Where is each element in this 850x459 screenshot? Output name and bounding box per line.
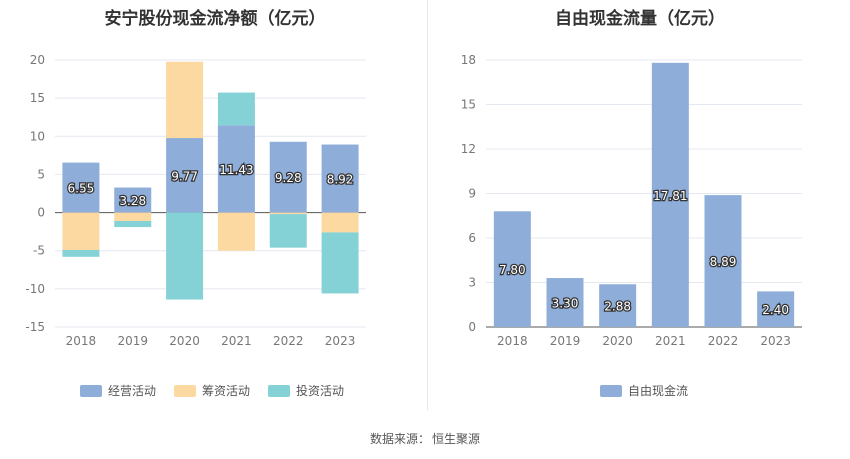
data-label: 7.80 bbox=[499, 263, 526, 277]
bar-free-cashflow bbox=[704, 195, 742, 327]
legend-item-investing[interactable]: 投资活动 bbox=[268, 382, 344, 399]
source-name: 恒生聚源 bbox=[432, 432, 481, 446]
left-legend: 经营活动 筹资活动 投资活动 bbox=[80, 382, 344, 399]
y-tick-label: -10 bbox=[25, 282, 45, 296]
data-label: 8.92 bbox=[327, 173, 354, 187]
legend-label-operating: 经营活动 bbox=[108, 384, 157, 398]
data-label: 3.30 bbox=[552, 297, 579, 311]
x-tick-label: 2019 bbox=[117, 334, 148, 348]
x-tick-label: 2021 bbox=[221, 334, 252, 348]
data-label: 8.89 bbox=[710, 255, 737, 269]
legend-item-operating[interactable]: 经营活动 bbox=[80, 382, 156, 399]
bar-financing bbox=[321, 212, 359, 233]
bar-financing bbox=[166, 61, 204, 139]
data-label: 17.81 bbox=[653, 189, 687, 203]
bar-investing bbox=[62, 249, 100, 257]
bar-financing bbox=[62, 212, 100, 250]
bar-free-cashflow bbox=[757, 291, 795, 327]
right-legend: 自由现金流 bbox=[600, 382, 688, 399]
x-tick-label: 2022 bbox=[708, 334, 739, 348]
bar-free-cashflow bbox=[599, 284, 637, 327]
free-cashflow-chart: 18 15 12 9 6 3 0 7.80 2018 3.30 2019 2.88 2020 17.81 2… bbox=[461, 53, 802, 348]
data-label: 2.88 bbox=[604, 300, 631, 314]
x-tick-label: 2022 bbox=[273, 334, 304, 348]
x-tick-label: 2021 bbox=[655, 334, 686, 348]
bar-operating bbox=[166, 138, 204, 213]
bar-financing bbox=[269, 212, 307, 215]
bar-investing bbox=[217, 92, 255, 126]
x-tick-label: 2023 bbox=[325, 334, 356, 348]
bar-operating bbox=[62, 162, 100, 213]
legend-item-free-cashflow[interactable]: 自由现金流 bbox=[600, 382, 688, 399]
y-tick-label: 9 bbox=[468, 187, 476, 201]
bar-investing bbox=[166, 212, 204, 300]
data-label: 6.55 bbox=[68, 182, 95, 196]
data-label: 9.77 bbox=[171, 169, 198, 183]
legend-swatch-free-cashflow bbox=[600, 384, 622, 397]
y-tick-label: 12 bbox=[461, 142, 476, 156]
legend-swatch-investing bbox=[268, 384, 291, 397]
legend-swatch-financing bbox=[174, 384, 197, 397]
legend-label-investing: 投资活动 bbox=[296, 384, 345, 398]
y-tick-label: -15 bbox=[25, 320, 45, 334]
bar-operating bbox=[321, 144, 359, 213]
y-tick-label: 5 bbox=[37, 167, 45, 181]
data-label: 3.28 bbox=[119, 194, 146, 208]
y-tick-label: 20 bbox=[30, 53, 45, 67]
cashflow-net-chart: 20 15 10 5 0 -5 -10 -15 6.55 2018 3.28 2019 9.77 2020… bbox=[25, 53, 366, 348]
legend-label-financing: 筹资活动 bbox=[202, 384, 251, 398]
y-tick-label: 18 bbox=[461, 53, 476, 67]
panel-divider bbox=[427, 0, 428, 410]
bar-free-cashflow bbox=[651, 62, 689, 328]
legend-label-free-cashflow: 自由现金流 bbox=[628, 384, 689, 398]
bar-free-cashflow bbox=[493, 211, 531, 327]
x-tick-label: 2019 bbox=[550, 334, 581, 348]
y-tick-label: 15 bbox=[461, 98, 476, 112]
y-tick-label: 15 bbox=[30, 91, 45, 105]
bar-investing bbox=[321, 232, 359, 294]
data-label: 11.43 bbox=[219, 163, 253, 177]
bar-financing bbox=[114, 212, 152, 221]
right-chart-title: 自由现金流量（亿元） bbox=[555, 9, 725, 29]
bar-free-cashflow bbox=[546, 278, 584, 327]
data-label: 9.28 bbox=[275, 171, 302, 185]
y-tick-label: 6 bbox=[468, 231, 476, 245]
y-tick-label: 3 bbox=[468, 276, 476, 290]
data-label: 2.40 bbox=[762, 303, 789, 317]
x-tick-label: 2023 bbox=[760, 334, 791, 348]
bar-operating bbox=[114, 187, 152, 213]
y-tick-label: 0 bbox=[37, 206, 45, 220]
left-chart-title: 安宁股份现金流净额（亿元） bbox=[104, 9, 326, 29]
legend-item-financing[interactable]: 筹资活动 bbox=[174, 382, 250, 399]
x-tick-label: 2020 bbox=[602, 334, 633, 348]
y-tick-label: 0 bbox=[468, 320, 476, 334]
bar-operating bbox=[269, 141, 307, 213]
y-tick-label: 10 bbox=[30, 129, 45, 143]
source-label: 数据来源： bbox=[369, 432, 430, 446]
source-note: 数据来源： 恒生聚源 bbox=[0, 430, 850, 447]
x-tick-label: 2020 bbox=[169, 334, 200, 348]
legend-swatch-operating bbox=[80, 384, 102, 397]
bar-investing bbox=[114, 220, 152, 228]
x-tick-label: 2018 bbox=[66, 334, 97, 348]
y-tick-label: -5 bbox=[33, 244, 45, 258]
bar-investing bbox=[269, 214, 307, 248]
bar-financing bbox=[217, 212, 255, 251]
x-tick-label: 2018 bbox=[497, 334, 528, 348]
bar-operating bbox=[217, 125, 255, 213]
